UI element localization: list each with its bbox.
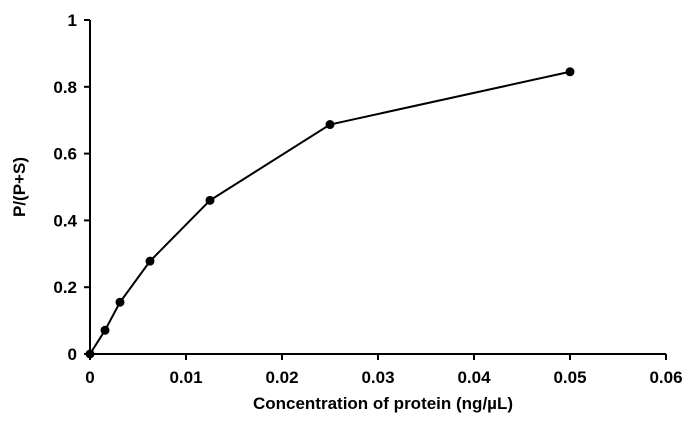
data-point [115,297,125,307]
x-tick-label: 0 [85,368,94,387]
x-tick-label: 0.06 [649,368,682,387]
data-point [205,195,215,205]
y-tick-label: 0.4 [53,211,77,230]
data-point [85,349,95,359]
y-tick-label: 1 [68,11,77,30]
y-tick-label: 0.6 [53,145,77,164]
data-point [565,67,575,77]
data-point [145,256,155,266]
data-point [100,325,110,335]
ticks: 0 0.01 0.02 0.03 0.04 0.05 0.06 0 0.2 0.4 0.6 0.8 1 [53,11,682,387]
y-axis-title: P/(P+S) [10,157,29,217]
x-tick-label: 0.05 [553,368,586,387]
x-tick-label: 0.01 [169,368,202,387]
y-tick-label: 0 [68,345,77,364]
y-tick-label: 0.8 [53,78,77,97]
x-axis-title: Concentration of protein (ng/µL) [253,394,513,413]
x-tick-label: 0.04 [457,368,491,387]
x-tick-label: 0.02 [265,368,298,387]
axes [89,20,666,355]
x-tick-label: 0.03 [361,368,394,387]
y-tick-label: 0.2 [53,278,77,297]
series-line [89,70,571,355]
series [85,67,575,359]
data-point [325,120,335,130]
